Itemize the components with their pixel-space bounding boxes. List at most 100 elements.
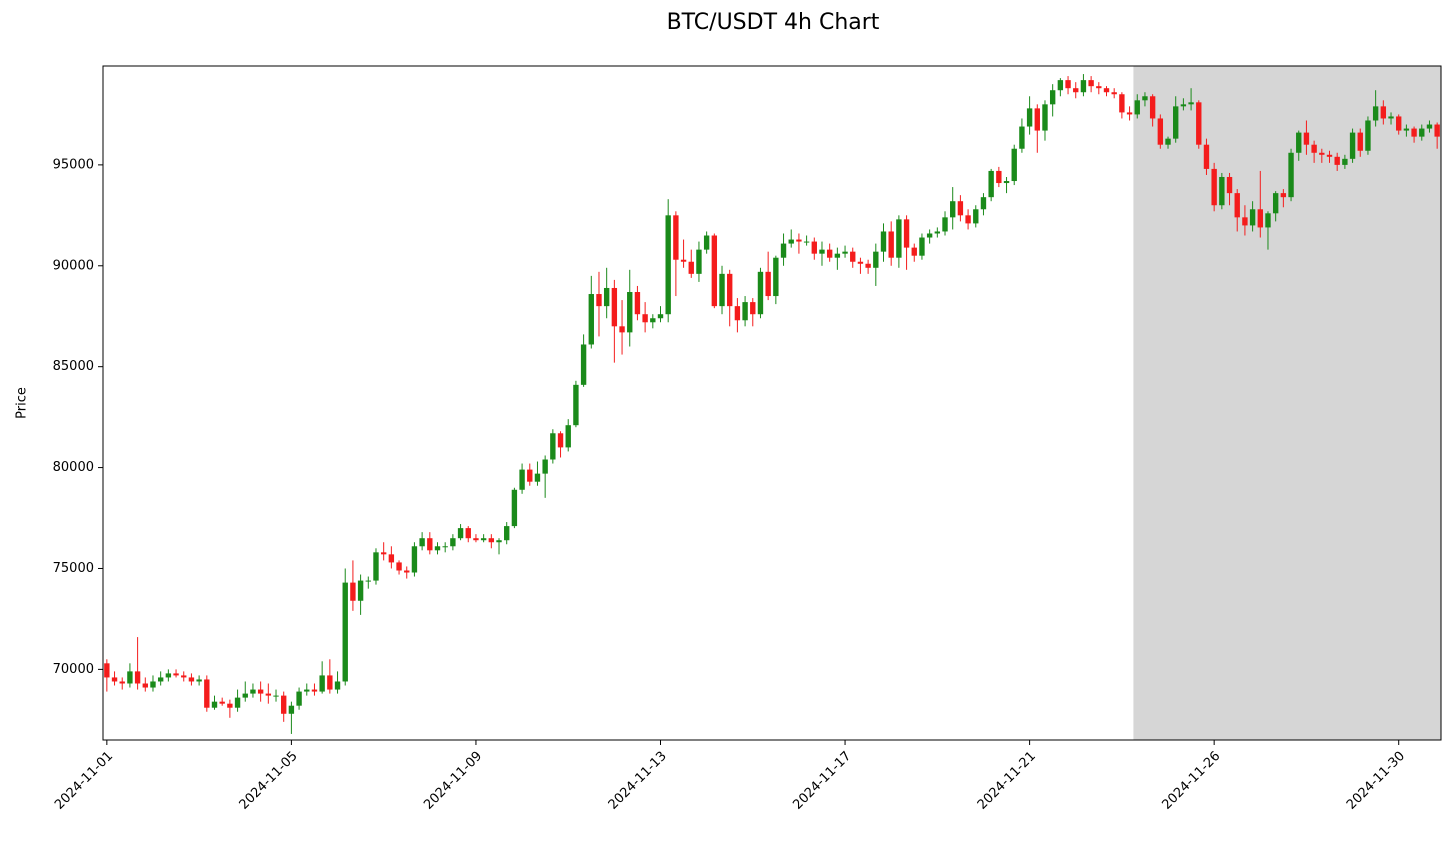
- candle-body: [204, 679, 210, 708]
- candle-body: [311, 689, 318, 692]
- candle-body: [450, 538, 456, 547]
- candle-body: [273, 695, 279, 697]
- candle-body: [811, 241, 817, 254]
- candle-body: [719, 273, 725, 307]
- candle-body: [1296, 132, 1302, 153]
- candle-body: [1188, 102, 1194, 105]
- candle-body: [1426, 124, 1433, 129]
- x-tick-label: 2024-11-26: [1159, 749, 1223, 813]
- candle-body: [442, 546, 448, 548]
- candle-body: [1319, 152, 1325, 155]
- candle-body: [919, 237, 925, 256]
- candle-body: [1403, 128, 1410, 131]
- candle-body: [1111, 92, 1117, 95]
- candle-body: [188, 677, 195, 682]
- candle-body: [211, 701, 218, 708]
- y-tick-label: 85000: [53, 359, 94, 374]
- candle-body: [780, 243, 787, 258]
- candle-body: [703, 235, 710, 250]
- candle-body: [242, 693, 248, 698]
- candle-body: [573, 384, 579, 426]
- candle-body: [950, 201, 956, 218]
- candle-body: [511, 489, 518, 527]
- candle-body: [434, 546, 441, 551]
- y-tick-label: 80000: [53, 460, 94, 475]
- candle-body: [404, 570, 410, 573]
- candle-body: [1057, 80, 1064, 91]
- candle-body: [334, 681, 341, 690]
- candle-body: [157, 677, 164, 682]
- candle-body: [304, 689, 310, 692]
- candle-body: [119, 681, 125, 684]
- candle-body: [688, 261, 694, 274]
- candle-body: [1226, 176, 1233, 194]
- candle-body: [1419, 128, 1425, 137]
- candle-body: [1342, 158, 1348, 165]
- candle-body: [227, 703, 233, 708]
- candle-body: [788, 239, 794, 244]
- candle-body: [765, 271, 771, 297]
- candle-body: [327, 675, 333, 690]
- x-tick-label: 2024-11-09: [421, 749, 485, 813]
- candle-body: [1149, 96, 1156, 119]
- candle-body: [165, 673, 172, 678]
- candle-body: [980, 197, 987, 210]
- candle-body: [1134, 100, 1140, 115]
- candle-body: [1196, 102, 1202, 145]
- candle-body: [1203, 144, 1210, 169]
- candle-body: [357, 580, 364, 601]
- candle-body: [1288, 152, 1294, 198]
- candle-body: [496, 540, 502, 543]
- candle-body: [1126, 112, 1133, 115]
- candle-body: [488, 538, 495, 543]
- candle-body: [350, 582, 356, 601]
- x-tick-label: 2024-11-13: [606, 749, 670, 813]
- candle-body: [1249, 209, 1256, 226]
- candle-body: [965, 215, 971, 224]
- candle-body: [1096, 86, 1102, 89]
- candle-body: [127, 671, 133, 684]
- candle-body: [504, 526, 510, 541]
- candle-body: [865, 263, 871, 268]
- candle-body: [1119, 94, 1125, 113]
- candle-body: [1380, 106, 1387, 119]
- candle-body: [680, 259, 687, 262]
- candle-body: [1326, 154, 1333, 157]
- y-axis-label: Price: [15, 387, 30, 419]
- candle-body: [1265, 213, 1271, 228]
- candle-body: [873, 251, 879, 268]
- y-tick-label: 70000: [53, 662, 94, 677]
- y-tick-label: 90000: [53, 258, 94, 273]
- candle-body: [565, 425, 571, 448]
- candle-body: [265, 693, 272, 696]
- candle-body: [173, 673, 179, 676]
- candle-body: [1211, 168, 1217, 206]
- candle-body: [380, 552, 387, 555]
- candle-body: [1088, 80, 1094, 87]
- candle-body: [1411, 128, 1417, 137]
- candle-body: [926, 233, 933, 238]
- candle-body: [411, 546, 418, 573]
- candle-body: [1065, 80, 1071, 89]
- candle-body: [627, 292, 633, 333]
- candle-body: [342, 582, 348, 682]
- candle-body: [373, 552, 379, 581]
- candle-body: [1026, 108, 1033, 127]
- candle-body: [803, 241, 810, 243]
- candle-body: [727, 273, 733, 307]
- candle-body: [419, 538, 425, 547]
- candle-body: [696, 249, 702, 274]
- candle-body: [996, 170, 1002, 184]
- candle-body: [1234, 193, 1240, 218]
- candle-body: [557, 433, 564, 448]
- candle-body: [657, 314, 664, 319]
- candle-body: [181, 675, 187, 678]
- candle-body: [465, 528, 471, 539]
- x-tick-label: 2024-11-01: [52, 749, 116, 813]
- candle-body: [365, 580, 371, 582]
- candle-body: [857, 261, 864, 264]
- candle-body: [519, 469, 525, 490]
- plot-frame: [102, 65, 1442, 741]
- x-tick-label: 2024-11-30: [1344, 749, 1408, 813]
